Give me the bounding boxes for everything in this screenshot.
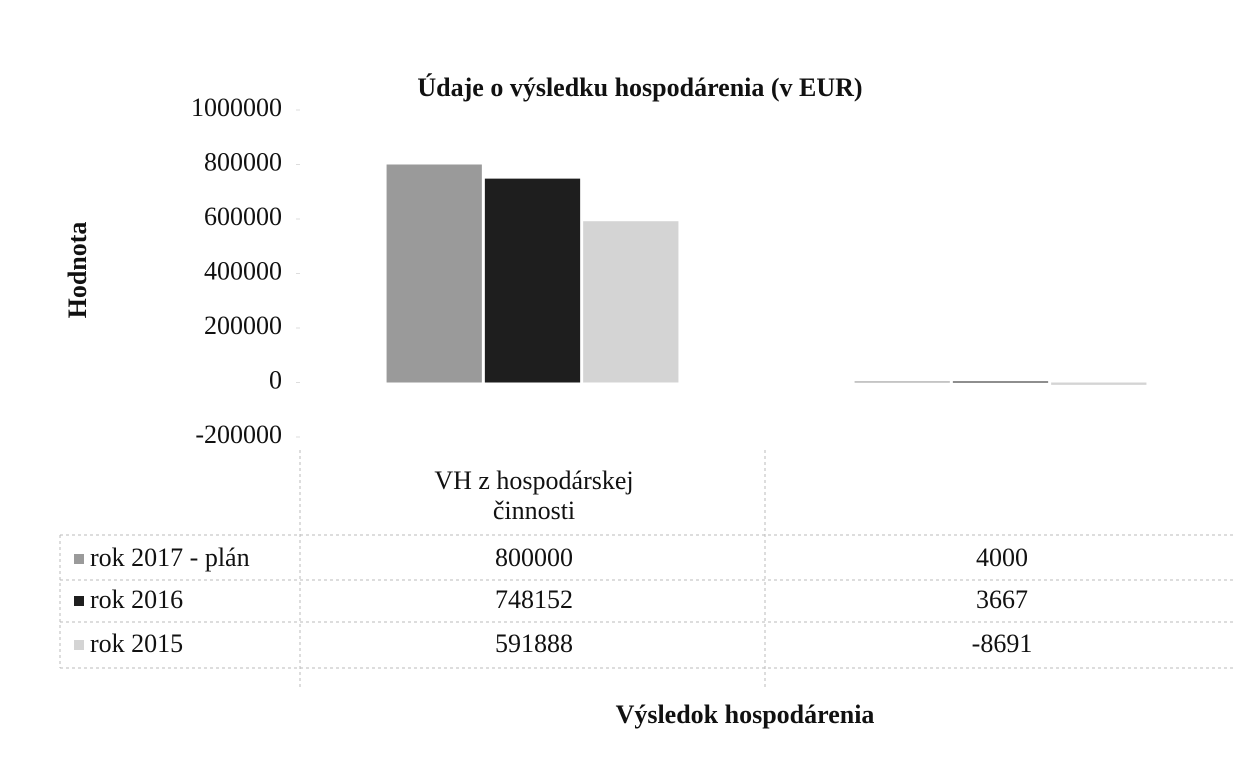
y-tick-label: 800000 xyxy=(204,147,282,176)
y-tick-label: -200000 xyxy=(195,420,282,449)
legend-key xyxy=(74,640,84,650)
table-value: 800000 xyxy=(495,543,573,572)
y-tick-label: 0 xyxy=(269,365,282,394)
legend-label: rok 2017 - plán xyxy=(90,543,250,572)
chart-title: Údaje o výsledku hospodárenia (v EUR) xyxy=(417,73,862,102)
bar xyxy=(386,164,482,383)
y-tick-label: 200000 xyxy=(204,311,282,340)
category-label: VH z hospodárskej činnosti xyxy=(434,466,633,525)
category-label-line: činnosti xyxy=(493,496,575,525)
table-value: 591888 xyxy=(495,629,573,658)
table-value: 4000 xyxy=(976,543,1028,572)
y-axis-label: Hodnota xyxy=(63,222,92,319)
legend-label: rok 2016 xyxy=(90,585,183,614)
table-value: -8691 xyxy=(972,629,1033,658)
bar xyxy=(952,381,1049,383)
x-axis-label: Výsledok hospodárenia xyxy=(616,700,875,729)
table-value: 3667 xyxy=(976,585,1028,614)
bar xyxy=(583,221,679,383)
bar xyxy=(1051,382,1147,385)
legend-label: rok 2015 xyxy=(90,629,183,658)
y-tick-label: 600000 xyxy=(204,202,282,231)
y-tick-label: 400000 xyxy=(204,256,282,285)
table-value: 748152 xyxy=(495,585,573,614)
table-lines xyxy=(59,450,1236,690)
bar xyxy=(854,381,950,383)
bar xyxy=(484,178,581,383)
category-label-line: VH z hospodárskej xyxy=(434,466,633,495)
legend-key xyxy=(74,596,84,606)
legend-key xyxy=(74,554,84,564)
y-tick-label: 1000000 xyxy=(191,93,282,122)
